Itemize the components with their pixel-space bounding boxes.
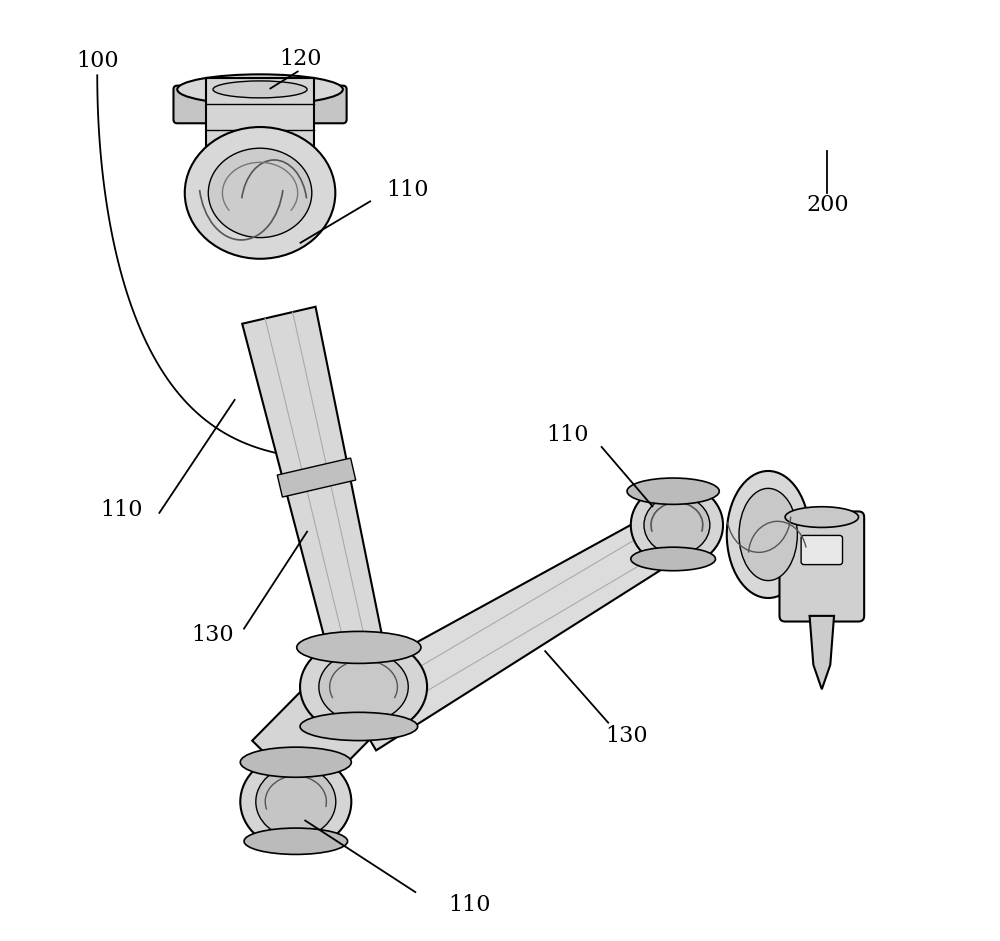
Ellipse shape	[185, 127, 335, 259]
Text: 110: 110	[100, 499, 143, 521]
Ellipse shape	[177, 74, 343, 104]
Ellipse shape	[644, 496, 710, 554]
Ellipse shape	[631, 547, 715, 570]
Ellipse shape	[206, 167, 314, 195]
Ellipse shape	[213, 81, 307, 98]
Ellipse shape	[241, 174, 279, 187]
Ellipse shape	[240, 747, 351, 777]
Ellipse shape	[244, 828, 348, 854]
Ellipse shape	[739, 488, 797, 581]
Text: 110: 110	[449, 894, 491, 917]
Text: 120: 120	[279, 48, 322, 71]
Ellipse shape	[256, 766, 336, 837]
FancyBboxPatch shape	[801, 535, 843, 565]
Ellipse shape	[631, 484, 723, 566]
Polygon shape	[206, 78, 314, 181]
Ellipse shape	[300, 638, 427, 736]
Polygon shape	[338, 514, 678, 750]
Polygon shape	[810, 615, 834, 689]
Text: 130: 130	[606, 725, 648, 747]
Text: 110: 110	[547, 423, 589, 446]
Ellipse shape	[240, 754, 351, 850]
Text: 200: 200	[806, 194, 849, 216]
Ellipse shape	[208, 149, 312, 238]
Ellipse shape	[297, 631, 421, 663]
Text: 100: 100	[76, 50, 119, 72]
FancyBboxPatch shape	[173, 86, 347, 123]
Ellipse shape	[319, 651, 408, 723]
Text: 110: 110	[387, 179, 429, 201]
Ellipse shape	[727, 471, 810, 598]
Polygon shape	[277, 458, 356, 497]
Polygon shape	[242, 307, 382, 646]
Ellipse shape	[627, 478, 719, 504]
FancyBboxPatch shape	[779, 512, 864, 621]
Ellipse shape	[785, 506, 859, 527]
Text: 130: 130	[192, 624, 234, 646]
Ellipse shape	[300, 712, 418, 741]
Polygon shape	[252, 669, 382, 799]
